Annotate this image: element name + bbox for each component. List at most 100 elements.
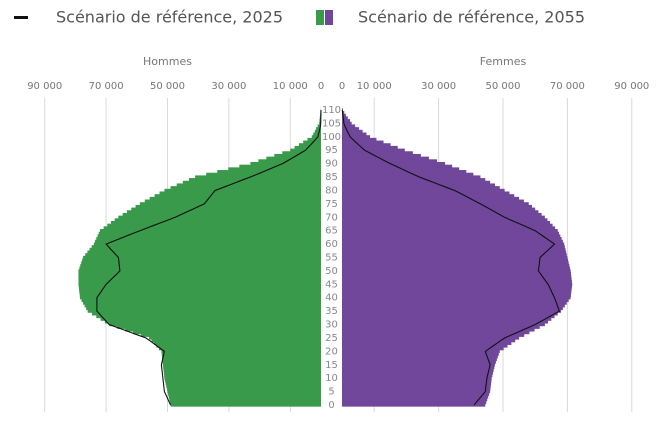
bar [342, 156, 429, 160]
bar [311, 135, 321, 139]
bar [104, 320, 321, 324]
bar [131, 207, 321, 211]
bar [91, 312, 321, 316]
y-tick-label: 75 [325, 199, 338, 210]
bar [342, 304, 565, 308]
bar [342, 124, 356, 128]
bar [82, 258, 322, 262]
y-tick-label: 95 [325, 145, 338, 156]
bar [303, 140, 321, 144]
bar [342, 285, 572, 289]
bar [83, 301, 321, 305]
panel-title: Femmes [480, 55, 527, 68]
y-tick-label: 60 [325, 239, 338, 250]
bar [78, 269, 321, 273]
bar [342, 239, 563, 244]
bar [342, 148, 405, 152]
bar [342, 242, 565, 246]
bar [342, 379, 492, 383]
bar [107, 223, 321, 227]
bar [342, 137, 377, 142]
x-tick-label: 30 000 [421, 81, 456, 92]
bar [342, 218, 548, 222]
bar [162, 357, 321, 362]
x-tick-label: 30 000 [211, 81, 246, 92]
bar [342, 387, 491, 391]
bar [149, 336, 321, 340]
bar [342, 188, 505, 193]
bar [342, 129, 363, 134]
y-tick-label: 50 [325, 266, 338, 277]
bar [111, 220, 322, 225]
legend-swatch [325, 10, 333, 25]
bar [342, 210, 539, 214]
bar [342, 309, 561, 313]
bar [153, 341, 321, 345]
bar [342, 341, 512, 345]
bar [133, 330, 321, 335]
bar [79, 290, 322, 295]
bar [342, 116, 348, 120]
bar [85, 253, 321, 257]
bar [342, 288, 572, 292]
bar [342, 363, 495, 367]
bar [342, 325, 540, 329]
bar [342, 282, 573, 286]
bar [342, 204, 532, 209]
bar [342, 229, 558, 233]
bar [93, 242, 321, 246]
bar [316, 127, 321, 131]
bar [342, 266, 570, 270]
bar [169, 397, 321, 402]
x-tick-label: 70 000 [550, 81, 585, 92]
bar [342, 180, 491, 185]
y-tick-label: 40 [325, 293, 338, 304]
bar [342, 153, 421, 158]
bar [342, 237, 562, 241]
bar [176, 183, 321, 187]
bar [139, 202, 321, 206]
bar [169, 400, 321, 404]
bar [342, 135, 371, 139]
bar [342, 365, 495, 370]
bar [342, 360, 496, 364]
bar [151, 338, 321, 343]
bar [342, 253, 567, 257]
bar [342, 330, 530, 335]
y-tick-label: 10 [325, 373, 338, 384]
y-tick-label: 30 [325, 320, 338, 331]
bar [217, 170, 321, 174]
bar [342, 183, 495, 187]
bar [250, 161, 321, 166]
bar [342, 223, 553, 227]
bar [342, 317, 552, 321]
bar [188, 178, 321, 182]
legend-swatch [14, 16, 28, 19]
bar [342, 397, 488, 402]
bar [239, 164, 321, 168]
bar [342, 293, 571, 297]
x-tick-label: 10 000 [357, 81, 392, 92]
bar [79, 288, 321, 292]
bar [114, 218, 321, 222]
bar [342, 355, 498, 359]
bar [342, 274, 572, 278]
bar [342, 140, 384, 144]
bar [307, 137, 321, 142]
bar [342, 234, 561, 238]
bar [342, 344, 508, 348]
bar [342, 212, 542, 217]
y-tick-label: 90 [325, 159, 338, 170]
legend-swatch [316, 10, 324, 25]
bar [126, 210, 321, 214]
bar [165, 381, 321, 386]
bar [159, 191, 321, 195]
bar [98, 231, 322, 236]
bar [342, 395, 489, 399]
bar [258, 159, 321, 163]
bar [342, 186, 500, 190]
bar [195, 175, 321, 179]
bar [342, 159, 437, 163]
bar [81, 298, 321, 303]
